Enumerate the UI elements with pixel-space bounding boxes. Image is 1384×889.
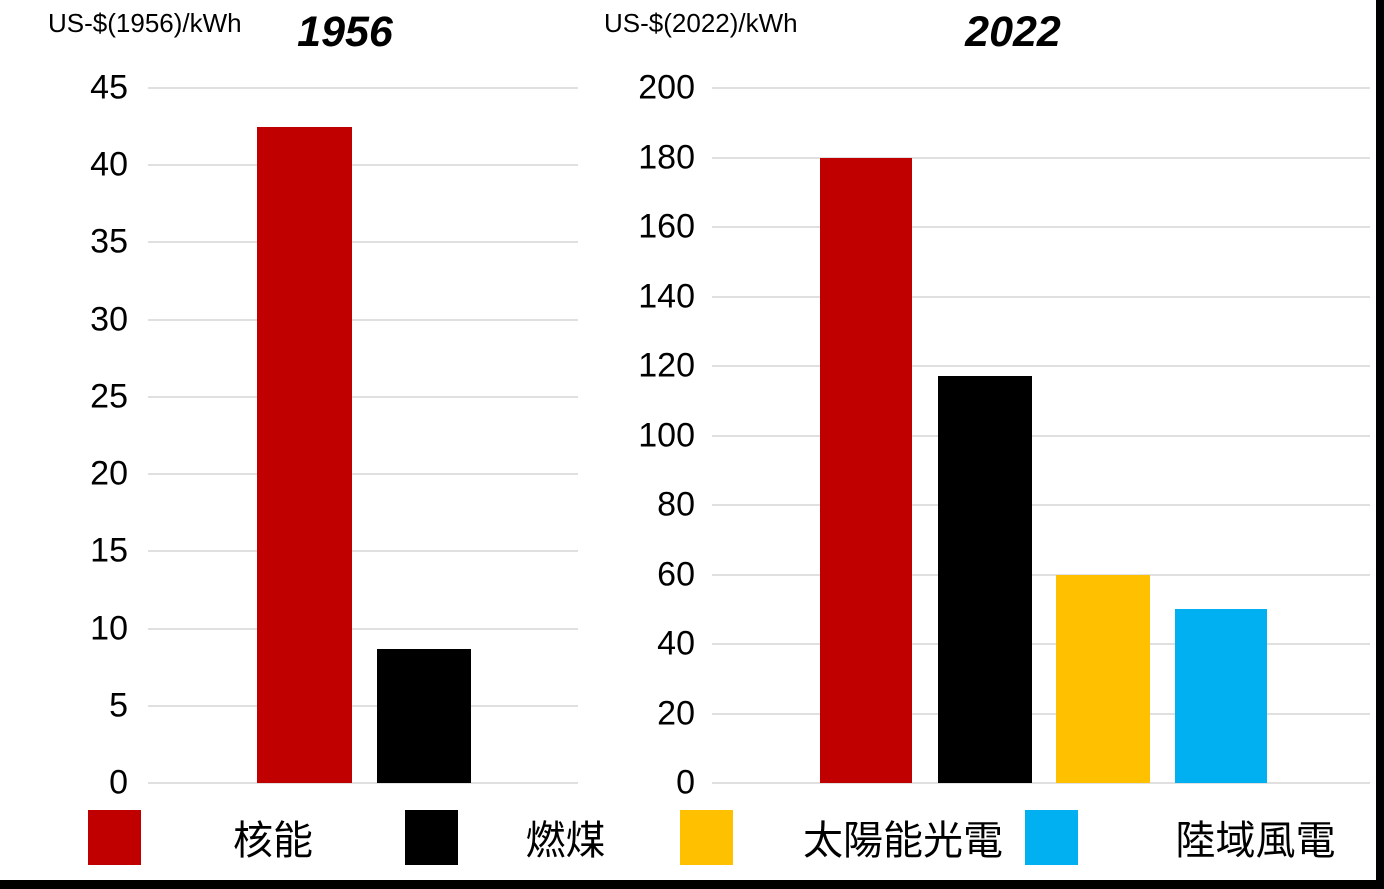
gridline	[712, 365, 1370, 367]
bars	[148, 88, 578, 783]
bar-燃煤	[377, 648, 471, 783]
gridline	[712, 295, 1370, 298]
legend-label-coal: 燃煤	[525, 819, 606, 863]
y-tick-label: 30	[90, 300, 128, 339]
legend-label-nuclear: 核能	[233, 819, 313, 863]
gridline	[712, 87, 1370, 89]
y-axis-ticks: 200 180 160 140 120 100 80 60 40 20 0	[580, 69, 695, 802]
y-tick-label: 35	[90, 222, 128, 261]
gridline	[148, 241, 578, 244]
y-tick-label: 10	[90, 609, 128, 648]
legend-swatch-solar	[680, 809, 733, 865]
gridline	[148, 164, 578, 167]
gridline	[148, 87, 578, 89]
y-tick-label: 5	[109, 686, 128, 725]
legend-item-nuclear: 核能	[88, 808, 405, 866]
y-tick-label: 0	[676, 763, 695, 802]
plot-area-2022	[712, 87, 1370, 784]
chart-title-2022: 2022	[965, 8, 1061, 56]
gridline	[148, 627, 578, 630]
gridline	[148, 473, 578, 476]
y-tick-label: 180	[638, 138, 695, 176]
y-tick-label: 25	[90, 377, 128, 416]
y-tick-label: 160	[638, 207, 695, 246]
y-tick-label: 80	[657, 485, 695, 524]
bar-核能	[257, 126, 352, 783]
y-tick-label: 100	[638, 416, 695, 454]
gridline	[712, 573, 1370, 576]
legend: 核能 燃煤 太陽能光電 陸域風電	[0, 808, 1384, 870]
y-axis-unit-label-2022: US-$(2022)/kWh	[604, 8, 798, 38]
y-axis-ticks: 45 40 35 30 25 20 15 10 5 0	[0, 69, 128, 802]
y-tick-label: 45	[90, 68, 128, 107]
bars	[712, 88, 1370, 783]
y-tick-label: 140	[638, 277, 695, 315]
gridline	[148, 395, 578, 398]
bar-燃煤	[938, 376, 1032, 783]
bar-陸域風電	[1175, 609, 1267, 783]
chart-title-1956: 1956	[297, 8, 393, 56]
gridline	[148, 318, 578, 321]
gridline	[712, 156, 1370, 159]
gridline	[712, 643, 1370, 645]
gridline	[148, 550, 578, 553]
y-tick-label: 0	[109, 763, 128, 802]
gridline	[712, 782, 1370, 784]
y-tick-label: 60	[657, 555, 695, 593]
y-axis-unit-label-1956: US-$(1956)/kWh	[48, 8, 242, 38]
bar-核能	[820, 157, 912, 783]
bar-太陽能光電	[1056, 574, 1150, 783]
y-tick-label: 15	[90, 531, 128, 570]
gridline	[148, 782, 578, 784]
y-tick-label: 20	[90, 454, 128, 493]
y-tick-label: 40	[657, 624, 695, 663]
gridline	[712, 712, 1370, 715]
page-border-right	[1376, 0, 1384, 889]
y-tick-label: 20	[657, 694, 695, 732]
legend-swatch-nuclear	[88, 809, 141, 865]
page-border-bottom	[0, 880, 1384, 889]
gridline	[712, 434, 1370, 437]
gridline	[712, 504, 1370, 506]
legend-item-wind: 陸域風電	[1025, 808, 1384, 866]
plot-area-1956	[148, 87, 578, 784]
y-tick-label: 200	[638, 68, 695, 107]
y-tick-label: 120	[638, 346, 695, 385]
legend-label-solar: 太陽能光電	[803, 819, 1003, 863]
y-tick-label: 40	[90, 145, 128, 184]
legend-item-solar: 太陽能光電	[680, 808, 1073, 866]
gridline	[712, 226, 1370, 228]
legend-swatch-wind	[1025, 809, 1078, 865]
legend-swatch-coal	[405, 809, 458, 865]
gridline	[148, 704, 578, 707]
legend-item-coal: 燃煤	[405, 808, 673, 866]
legend-label-wind: 陸域風電	[1175, 819, 1336, 863]
